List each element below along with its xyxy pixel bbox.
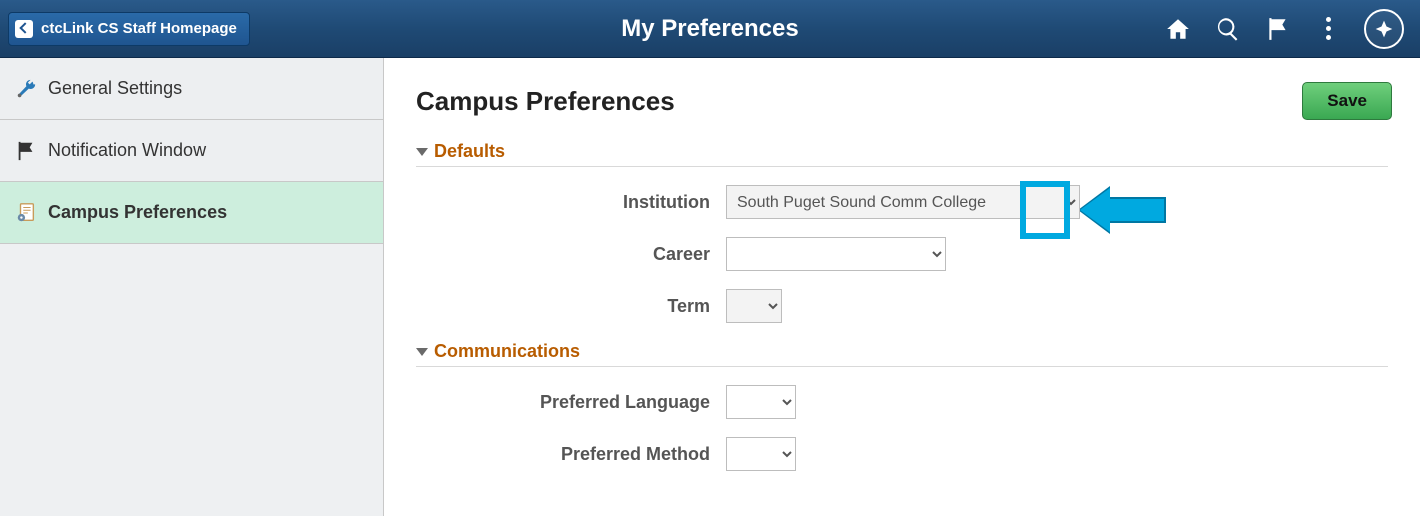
row-institution: Institution South Puget Sound Comm Colle… [416,185,1388,219]
row-preferred-method: Preferred Method [416,437,1388,471]
sidebar-item-general-settings[interactable]: General Settings [0,58,383,120]
back-button[interactable]: ctcLink CS Staff Homepage [8,12,250,46]
select-institution[interactable]: South Puget Sound Comm College [726,185,1080,219]
search-icon[interactable] [1214,15,1242,43]
label-term: Term [416,296,726,317]
header-actions [1164,9,1412,49]
sidebar-item-label: Campus Preferences [48,202,227,223]
flag-icon[interactable] [1264,15,1292,43]
label-career: Career [416,244,726,265]
back-button-label: ctcLink CS Staff Homepage [41,20,237,37]
collapse-icon [416,148,428,156]
row-preferred-language: Preferred Language [416,385,1388,419]
label-institution: Institution [416,192,726,213]
wrench-icon [14,77,38,101]
sidebar-item-label: General Settings [48,78,182,99]
sidebar-item-label: Notification Window [48,140,206,161]
select-career[interactable] [726,237,946,271]
select-term[interactable] [726,289,782,323]
more-icon[interactable] [1314,15,1342,43]
row-term: Term [416,289,1388,323]
document-gear-icon [14,201,38,225]
page-title: My Preferences [621,15,798,43]
app-header: ctcLink CS Staff Homepage My Preferences [0,0,1420,58]
sidebar-item-campus-preferences[interactable]: Campus Preferences [0,182,383,244]
save-button[interactable]: Save [1302,82,1392,120]
section-communications-header[interactable]: Communications [416,341,1388,367]
content-heading: Campus Preferences [416,86,1388,117]
section-defaults-header[interactable]: Defaults [416,141,1388,167]
sidebar: General Settings Notification Window Cam… [0,58,384,516]
label-preferred-method: Preferred Method [416,444,726,465]
sidebar-item-notification-window[interactable]: Notification Window [0,120,383,182]
section-title: Defaults [434,141,505,162]
collapse-icon [416,348,428,356]
navbar-icon[interactable] [1364,9,1404,49]
label-preferred-language: Preferred Language [416,392,726,413]
row-career: Career [416,237,1388,271]
select-preferred-language[interactable] [726,385,796,419]
home-icon[interactable] [1164,15,1192,43]
flag-dark-icon [14,139,38,163]
annotation-arrow [1080,188,1166,232]
main-content: Campus Preferences Save Defaults Institu… [384,58,1420,516]
chevron-left-icon [15,20,33,38]
section-title: Communications [434,341,580,362]
select-preferred-method[interactable] [726,437,796,471]
app-body: General Settings Notification Window Cam… [0,58,1420,516]
